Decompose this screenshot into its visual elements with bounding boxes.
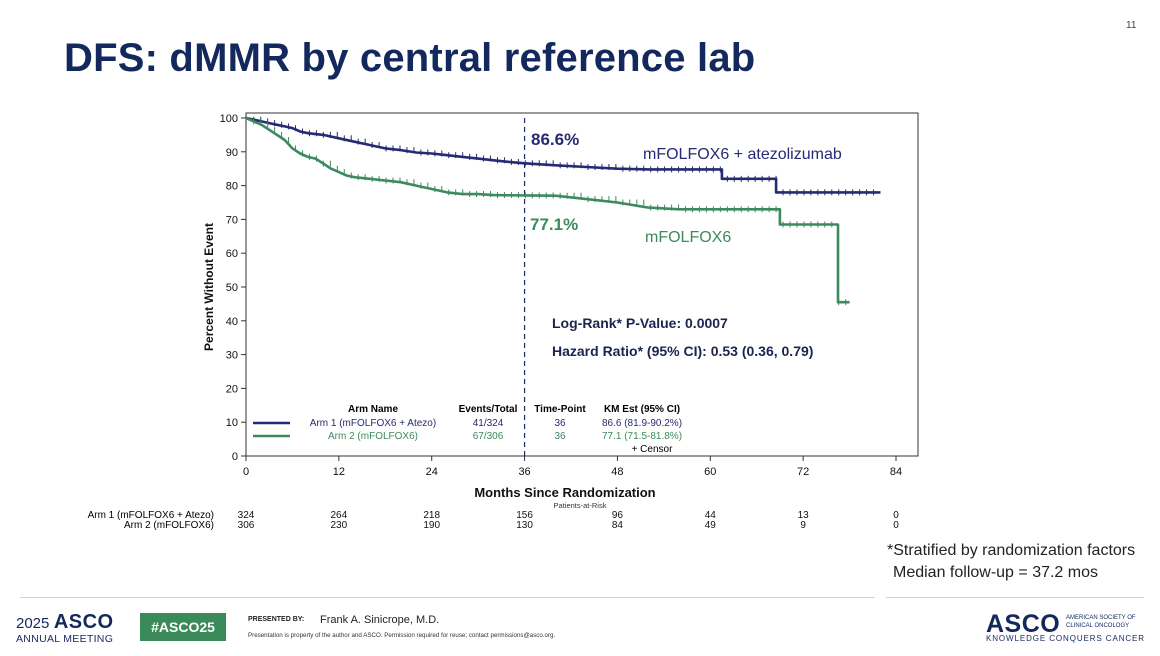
at-risk-value: 324 [238, 510, 255, 521]
at-risk-value: 0 [893, 510, 899, 521]
y-tick-label: 80 [226, 181, 238, 193]
x-tick-label: 24 [426, 466, 438, 478]
at-risk-value: 49 [705, 520, 717, 531]
legend-arm1-timepoint: 36 [554, 418, 566, 429]
meeting-brand: ASCO [53, 611, 114, 633]
footnote-stratified: *Stratified by randomization factors [887, 542, 1136, 559]
at-risk-value: 44 [705, 510, 717, 521]
legend-arm2-name: Arm 2 (mFOLFOX6) [328, 431, 418, 442]
footer-divider-left [20, 597, 875, 598]
slide-number: 11 [1126, 20, 1137, 31]
x-tick-label: 72 [797, 466, 809, 478]
at-risk-value: 130 [516, 520, 533, 531]
hazard-ratio-annotation: Hazard Ratio* (95% CI): 0.53 (0.36, 0.79… [552, 343, 813, 359]
x-tick-label: 48 [611, 466, 623, 478]
at-risk-title: Patients-at-Risk [554, 501, 607, 510]
at-risk-arm1-label: Arm 1 (mFOLFOX6 + Atezo) [88, 510, 214, 521]
y-tick-label: 40 [226, 316, 238, 328]
at-risk-value: 218 [423, 510, 440, 521]
legend-censor: + Censor [632, 444, 674, 455]
y-tick-label: 20 [226, 383, 238, 395]
y-tick-label: 50 [226, 282, 238, 294]
meeting-year: 2025 [16, 615, 50, 632]
arm2-series-label: mFOLFOX6 [645, 229, 731, 246]
arm1-series-label: mFOLFOX6 + atezolizumab [643, 146, 842, 163]
y-tick-label: 100 [220, 113, 238, 125]
disclaimer: Presentation is property of the author a… [248, 632, 556, 639]
y-tick-label: 10 [226, 417, 238, 429]
logrank-annotation: Log-Rank* P-Value: 0.0007 [552, 315, 728, 331]
legend-arm1-name: Arm 1 (mFOLFOX6 + Atezo) [310, 418, 436, 429]
plot-frame [245, 112, 919, 457]
hashtag-badge: #ASCO25 [140, 613, 226, 641]
at-risk-value: 84 [612, 520, 624, 531]
asco-tagline: KNOWLEDGE CONQUERS CANCER [986, 634, 1145, 643]
at-risk-value: 9 [800, 520, 806, 531]
x-axis-label: Months Since Randomization [474, 485, 655, 500]
footnote-followup: Median follow-up = 37.2 mos [893, 564, 1098, 581]
y-tick-label: 30 [226, 350, 238, 362]
x-tick-label: 60 [704, 466, 716, 478]
legend-arm1-km: 86.6 (81.9-90.2%) [602, 418, 682, 429]
legend-header-arm: Arm Name [348, 404, 398, 415]
y-tick-label: 70 [226, 214, 238, 226]
legend-header-events: Events/Total [459, 404, 518, 415]
presented-by-label: PRESENTED BY: [248, 616, 305, 623]
legend-arm2-km: 77.1 (71.5-81.8%) [602, 431, 682, 442]
x-tick-label: 0 [243, 466, 249, 478]
x-tick-label: 12 [333, 466, 345, 478]
x-tick-label: 84 [890, 466, 902, 478]
presenter-name: Frank A. Sinicrope, M.D. [320, 614, 440, 626]
arm1-km-label: 86.6% [531, 130, 579, 149]
slide-title: DFS: dMMR by central reference lab [64, 36, 756, 80]
x-tick-label: 36 [518, 466, 530, 478]
y-tick-label: 60 [226, 248, 238, 260]
legend-arm2-timepoint: 36 [554, 431, 566, 442]
y-axis-label: Percent Without Event [202, 223, 216, 351]
legend-header-km: KM Est (95% CI) [604, 404, 680, 415]
arm2-km-label: 77.1% [530, 215, 578, 234]
km-curve-arm2 [245, 116, 850, 304]
y-tick-label: 90 [226, 147, 238, 159]
legend-arm1-events: 41/324 [473, 418, 504, 429]
legend-arm2-events: 67/306 [473, 431, 504, 442]
at-risk-arm2-label: Arm 2 (mFOLFOX6) [124, 520, 214, 531]
asco-logo: ASCO [986, 610, 1061, 638]
at-risk-value: 230 [331, 520, 348, 531]
at-risk-value: 13 [798, 510, 810, 521]
at-risk-value: 190 [423, 520, 440, 531]
y-tick-label: 0 [232, 451, 238, 463]
at-risk-value: 156 [516, 510, 533, 521]
footer-divider-right [886, 597, 1144, 598]
meeting-subtitle: ANNUAL MEETING [16, 633, 114, 645]
legend-header-timepoint: Time-Point [534, 404, 586, 415]
at-risk-value: 96 [612, 510, 624, 521]
at-risk-value: 264 [331, 510, 348, 521]
annual-meeting-logo: 2025 ASCO ANNUAL MEETING [16, 612, 114, 645]
at-risk-value: 306 [238, 520, 255, 531]
at-risk-value: 0 [893, 520, 899, 531]
asco-society-name: AMERICAN SOCIETY OF CLINICAL ONCOLOGY [1066, 615, 1136, 629]
